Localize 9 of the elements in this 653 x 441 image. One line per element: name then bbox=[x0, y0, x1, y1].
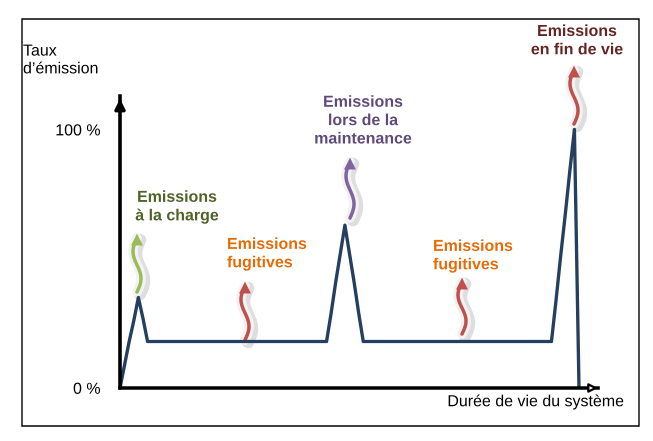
y-tick-label: 100 % bbox=[56, 124, 100, 136]
y-axis-title: Taux d’émission bbox=[23, 44, 98, 74]
annotation: Emissions lors de la maintenance bbox=[315, 95, 412, 144]
annotation: Emissions fugitives bbox=[433, 239, 512, 273]
y-tick-label: 0 % bbox=[74, 382, 100, 394]
x-axis-title: Durée de vie du système bbox=[448, 394, 624, 410]
annotation: Emissions à la charge bbox=[136, 190, 218, 224]
annotation: Emissions fugitives bbox=[227, 237, 306, 271]
text: Emissions en fin de vie bbox=[531, 24, 623, 54]
